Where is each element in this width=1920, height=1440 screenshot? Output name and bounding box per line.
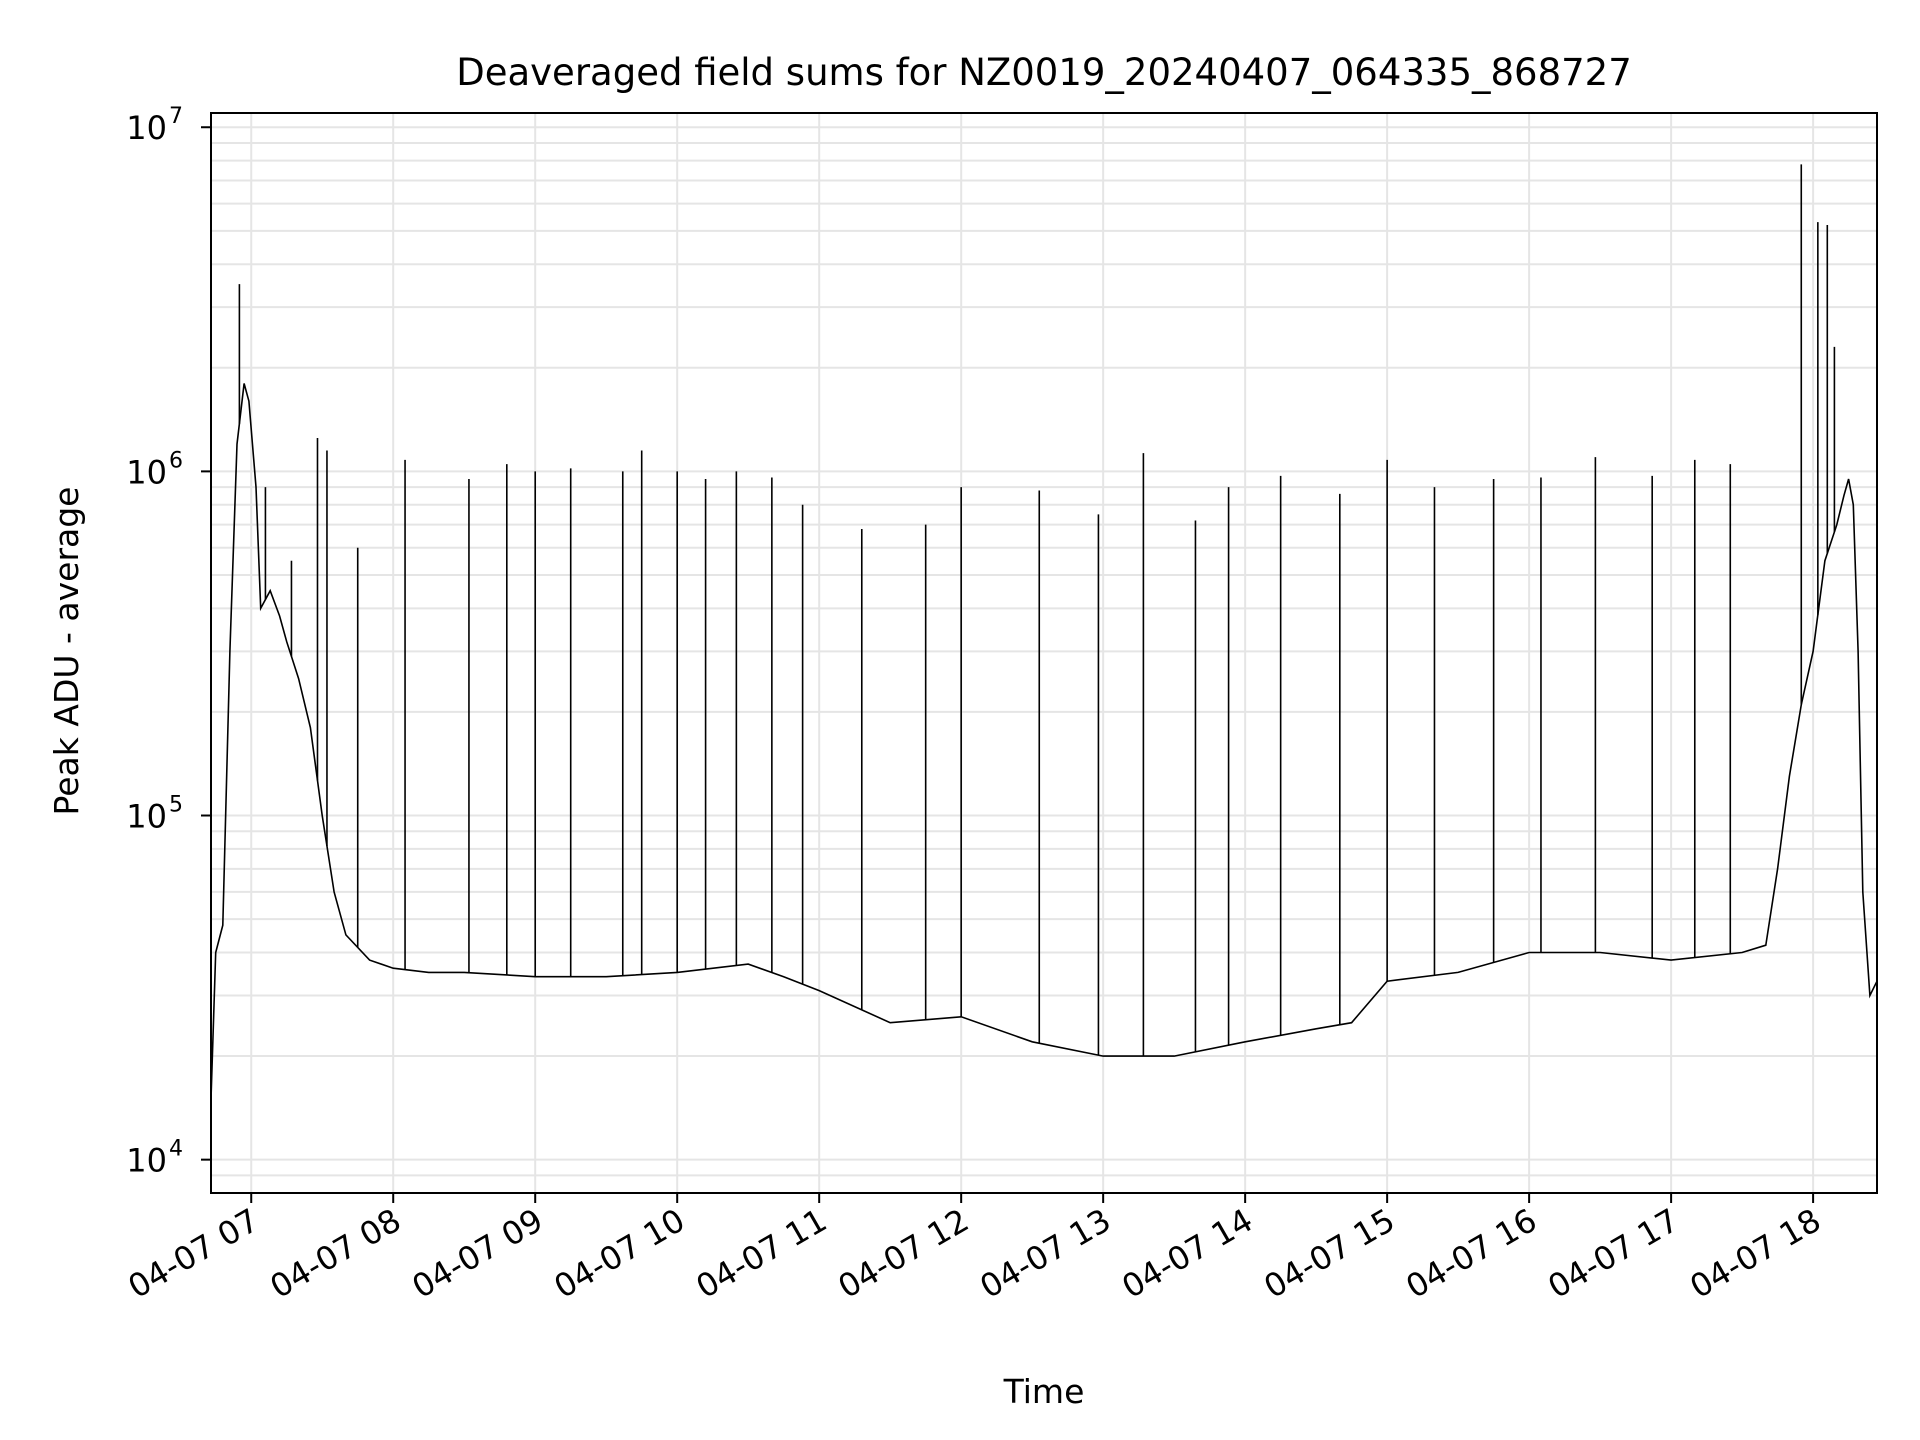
x-tick-label: 04-07 14 [1116,1201,1260,1306]
x-tick-label: 04-07 10 [548,1201,692,1306]
y-tick-label: 10 [126,453,167,491]
axes-frame [210,112,1878,1194]
x-tick-label: 04-07 12 [832,1201,976,1306]
x-tick-label: 04-07 17 [1542,1201,1686,1306]
x-tick-label: 04-07 15 [1258,1201,1402,1306]
x-tick-label: 04-07 07 [122,1201,266,1306]
grid-lines [211,113,1877,1194]
x-tick-label: 04-07 18 [1684,1201,1828,1306]
data-series-line [210,383,1878,1100]
y-axis-label: Peak ADU - average [47,487,86,816]
y-tick-label: 10 [126,109,167,147]
x-tick-label: 04-07 16 [1400,1201,1544,1306]
y-tick-exponent: 7 [169,104,183,129]
chart-title: Deaveraged field sums for NZ0019_2024040… [456,51,1632,94]
y-tick-exponent: 6 [169,448,183,473]
y-tick-label: 10 [126,1142,167,1180]
x-tick-label: 04-07 09 [406,1201,550,1306]
x-tick-label: 04-07 08 [264,1201,408,1306]
y-tick-exponent: 4 [169,1137,183,1162]
plot-area [210,164,1878,1100]
x-tick-label: 04-07 13 [974,1201,1118,1306]
y-tick-exponent: 5 [169,793,183,818]
y-tick-label: 10 [126,798,167,836]
x-tick-label: 04-07 11 [690,1201,834,1306]
x-axis-label: Time [1003,1372,1085,1411]
